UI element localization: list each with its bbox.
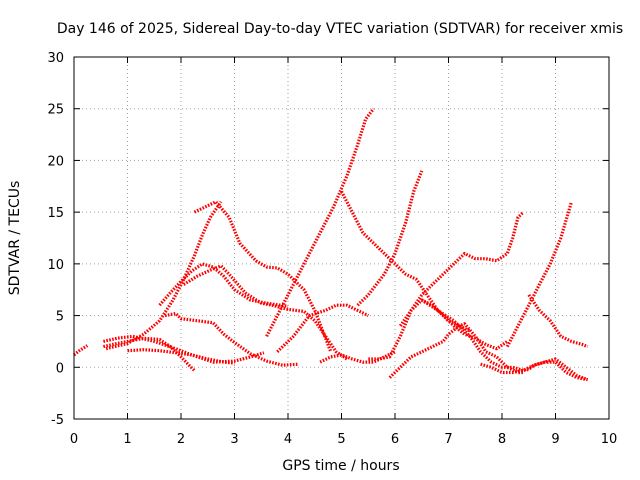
series-arc-20 (505, 201, 574, 348)
chart-title: Day 146 of 2025, Sidereal Day-to-day VTE… (57, 21, 623, 37)
y-tick-label: 25 (47, 103, 64, 118)
series-arc-2 (103, 336, 196, 372)
series-arc-1 (73, 344, 89, 357)
x-tick-label: 7 (444, 432, 452, 447)
x-tick-label: 10 (601, 432, 618, 447)
x-tick-label: 2 (177, 432, 185, 447)
series-arc-9 (193, 200, 333, 353)
y-tick-label: 5 (56, 310, 64, 325)
x-tick-label: 1 (123, 432, 131, 447)
y-axis-title: SDTVAR / TECUs (7, 181, 23, 296)
series-arc-5 (127, 348, 265, 364)
x-tick-labels: 0 1 2 3 4 5 6 7 8 9 10 (70, 432, 617, 447)
series-arc-13 (340, 190, 471, 333)
series-arc-14 (356, 170, 424, 307)
series-arc-3 (103, 334, 235, 365)
x-axis-title: GPS time / hours (282, 458, 399, 474)
plot-frame (73, 56, 610, 420)
grid-lines (74, 57, 609, 419)
series-arc-6 (158, 262, 289, 308)
y-tick-label: 10 (47, 258, 64, 273)
y-tick-labels: -5 0 5 10 15 20 25 30 (47, 51, 64, 428)
x-tick-label: 3 (230, 432, 238, 447)
x-tick-label: 8 (498, 432, 506, 447)
x-tick-label: 4 (284, 432, 292, 447)
series-arc-11 (276, 303, 369, 353)
x-tick-label: 5 (337, 432, 345, 447)
series-arc-4 (105, 200, 223, 351)
series-arc-15 (368, 298, 509, 361)
y-tick-label: -5 (51, 413, 64, 428)
series-arc-19 (480, 357, 589, 382)
y-tick-label: 0 (56, 361, 64, 376)
series-arc-16 (388, 322, 524, 379)
series-arc-18 (420, 298, 588, 382)
series-arc-17 (398, 210, 525, 327)
series-arc-10 (265, 107, 375, 338)
x-tick-label: 9 (551, 432, 559, 447)
series-arc-12 (319, 350, 396, 364)
series-arc-8 (182, 264, 348, 361)
y-tick-label: 20 (47, 154, 64, 169)
x-tick-label: 6 (391, 432, 399, 447)
x-tick-label: 0 (70, 432, 78, 447)
series-arc-7 (164, 311, 299, 367)
data-series (73, 107, 589, 382)
y-tick-label: 15 (47, 206, 64, 221)
series-arc-21 (527, 293, 589, 349)
y-tick-label: 30 (47, 51, 64, 66)
